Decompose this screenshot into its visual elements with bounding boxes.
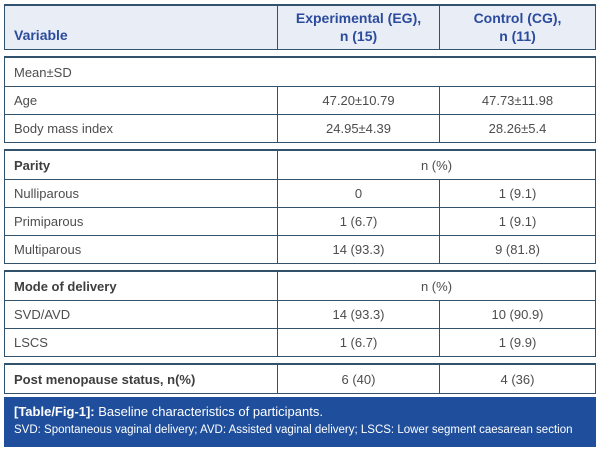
header-row: Variable Experimental (EG), n (15) Contr… bbox=[5, 6, 595, 49]
col-header-experimental: Experimental (EG), n (15) bbox=[277, 6, 439, 49]
cell-parity-label: Parity bbox=[14, 157, 51, 173]
cell-mode-of-delivery-label: Mode of delivery bbox=[14, 278, 117, 294]
row-age: Age 47.20±10.79 47.73±11.98 bbox=[5, 86, 595, 114]
mode-of-delivery-section: Mode of delivery n (%) SVD/AVD 14 (93.3)… bbox=[4, 270, 596, 357]
cell-primiparous-label: Primiparous bbox=[14, 214, 84, 229]
cell-bmi-eg: 24.95±4.39 bbox=[277, 115, 439, 142]
cell-nulliparous-cg: 1 (9.1) bbox=[439, 180, 595, 207]
mean-sd-section: Mean±SD Age 47.20±10.79 47.73±11.98 Body… bbox=[4, 56, 596, 143]
cell-multiparous-eg: 14 (93.3) bbox=[277, 236, 439, 263]
col-header-control: Control (CG), n (11) bbox=[439, 6, 595, 49]
col-header-variable-label: Variable bbox=[14, 27, 68, 43]
row-mean-sd: Mean±SD bbox=[5, 58, 595, 86]
row-svd-avd: SVD/AVD 14 (93.3) 10 (90.9) bbox=[5, 300, 595, 328]
cell-multiparous-cg: 9 (81.8) bbox=[439, 236, 595, 263]
cell-age-label: Age bbox=[14, 93, 38, 108]
table-caption-text: Baseline characteristics of participants… bbox=[94, 404, 323, 419]
cell-age-eg: 47.20±10.79 bbox=[277, 87, 439, 114]
cell-lscs-label: LSCS bbox=[14, 335, 48, 350]
row-mode-of-delivery: Mode of delivery n (%) bbox=[5, 272, 595, 300]
cell-lscs-cg: 1 (9.9) bbox=[439, 329, 595, 356]
table-caption-tag: [Table/Fig-1]: bbox=[14, 404, 95, 419]
cell-post-menopause-eg: 6 (40) bbox=[277, 365, 439, 393]
cell-parity-merged: n (%) bbox=[277, 151, 595, 179]
cell-bmi-label: Body mass index bbox=[14, 121, 113, 136]
table-caption-line: [Table/Fig-1]: Baseline characteristics … bbox=[14, 404, 586, 419]
baseline-characteristics-table: Variable Experimental (EG), n (15) Contr… bbox=[4, 4, 596, 447]
cell-nulliparous-label: Nulliparous bbox=[14, 186, 80, 201]
abbreviation-note: SVD: Spontaneous vaginal delivery; AVD: … bbox=[14, 424, 573, 436]
row-parity: Parity n (%) bbox=[5, 151, 595, 179]
cell-mode-of-delivery-merged: n (%) bbox=[277, 272, 595, 300]
cell-multiparous-label: Multiparous bbox=[14, 242, 82, 257]
row-nulliparous: Nulliparous 0 1 (9.1) bbox=[5, 179, 595, 207]
post-menopause-section: Post menopause status, n(%) 6 (40) 4 (36… bbox=[4, 363, 596, 394]
cell-svd-avd-eg: 14 (93.3) bbox=[277, 301, 439, 328]
cell-primiparous-cg: 1 (9.1) bbox=[439, 208, 595, 235]
cell-nulliparous-eg: 0 bbox=[277, 180, 439, 207]
cell-primiparous-eg: 1 (6.7) bbox=[277, 208, 439, 235]
cell-age-cg: 47.73±11.98 bbox=[439, 87, 595, 114]
cell-post-menopause-label: Post menopause status, n(%) bbox=[14, 371, 196, 387]
cell-svd-avd-label: SVD/AVD bbox=[14, 307, 71, 322]
row-lscs: LSCS 1 (6.7) 1 (9.9) bbox=[5, 328, 595, 356]
parity-section: Parity n (%) Nulliparous 0 1 (9.1) Primi… bbox=[4, 149, 596, 264]
cell-post-menopause-cg: 4 (36) bbox=[439, 365, 595, 393]
cell-bmi-cg: 28.26±5.4 bbox=[439, 115, 595, 142]
row-primiparous: Primiparous 1 (6.7) 1 (9.1) bbox=[5, 207, 595, 235]
cell-svd-avd-cg: 10 (90.9) bbox=[439, 301, 595, 328]
cell-mean-sd-label: Mean±SD bbox=[14, 64, 72, 80]
cell-lscs-eg: 1 (6.7) bbox=[277, 329, 439, 356]
col-header-variable: Variable bbox=[5, 6, 277, 49]
table-caption-block: [Table/Fig-1]: Baseline characteristics … bbox=[4, 397, 596, 447]
row-multiparous: Multiparous 14 (93.3) 9 (81.8) bbox=[5, 235, 595, 263]
table-header-section: Variable Experimental (EG), n (15) Contr… bbox=[4, 4, 596, 50]
row-bmi: Body mass index 24.95±4.39 28.26±5.4 bbox=[5, 114, 595, 142]
row-post-menopause: Post menopause status, n(%) 6 (40) 4 (36… bbox=[5, 365, 595, 393]
